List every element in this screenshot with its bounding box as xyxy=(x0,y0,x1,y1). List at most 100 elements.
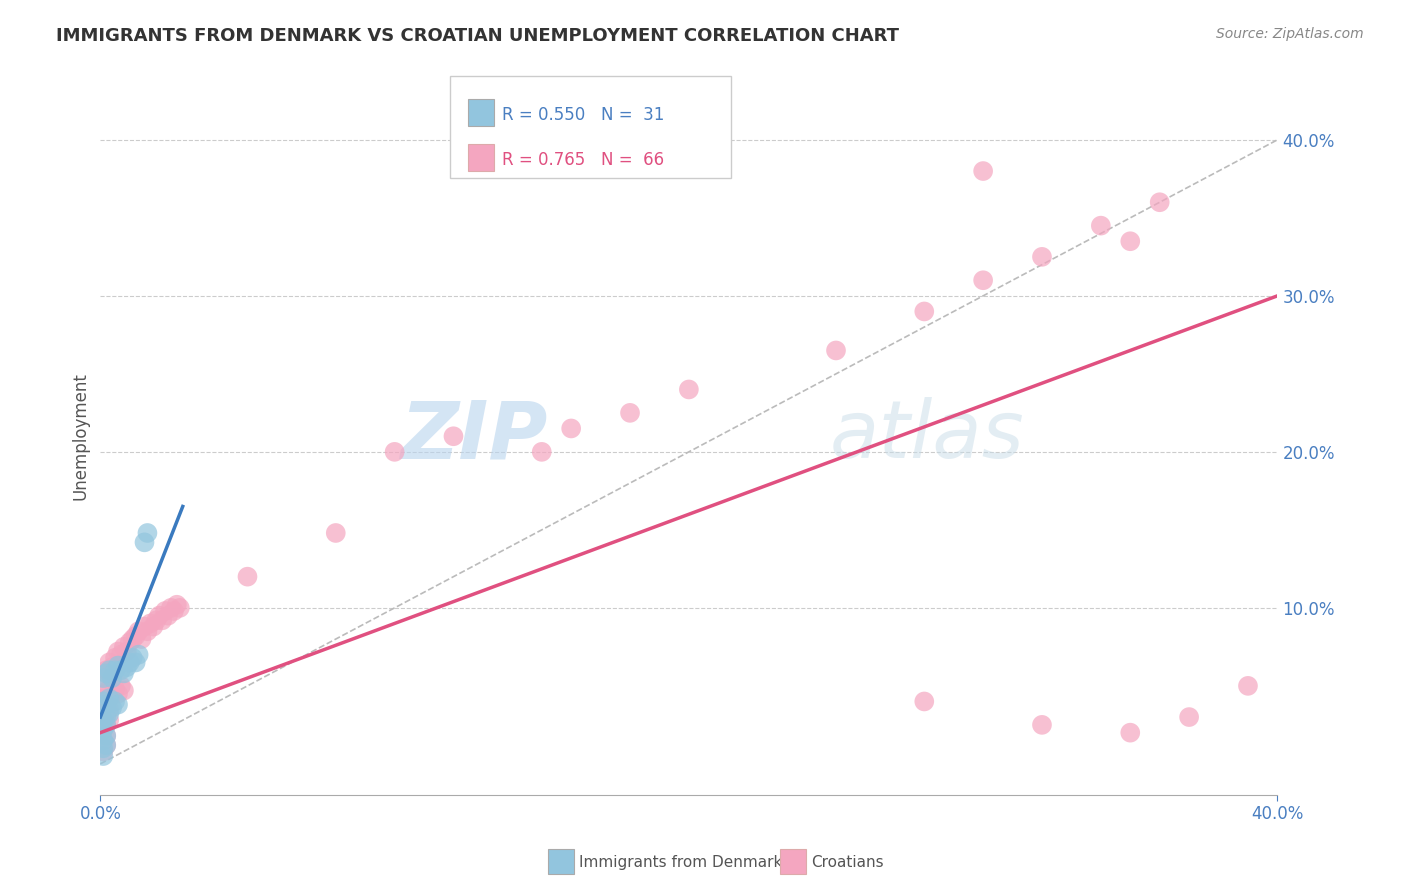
Point xyxy=(91,733,114,747)
Point xyxy=(1031,250,1053,264)
Point xyxy=(115,644,138,658)
Point xyxy=(131,632,153,646)
Text: atlas: atlas xyxy=(830,397,1025,475)
Point xyxy=(169,600,191,615)
Point xyxy=(1090,219,1112,233)
Point xyxy=(98,663,121,677)
Point xyxy=(115,660,138,674)
Point xyxy=(142,619,165,633)
Point xyxy=(153,604,176,618)
Point xyxy=(128,624,150,639)
Point xyxy=(91,694,114,708)
Point xyxy=(1119,725,1142,739)
Point xyxy=(560,421,582,435)
Point xyxy=(91,671,114,685)
Point xyxy=(124,629,146,643)
Text: IMMIGRANTS FROM DENMARK VS CROATIAN UNEMPLOYMENT CORRELATION CHART: IMMIGRANTS FROM DENMARK VS CROATIAN UNEM… xyxy=(56,27,900,45)
Point xyxy=(110,648,132,662)
Point xyxy=(91,671,114,685)
Point xyxy=(98,656,121,670)
Point xyxy=(325,526,347,541)
Y-axis label: Unemployment: Unemployment xyxy=(72,372,89,500)
Point xyxy=(912,304,935,318)
Point xyxy=(96,666,118,681)
Point xyxy=(98,691,121,706)
Point xyxy=(134,619,156,633)
Point xyxy=(96,738,118,752)
Point xyxy=(825,343,848,358)
Text: Immigrants from Denmark: Immigrants from Denmark xyxy=(579,855,783,870)
Point xyxy=(972,273,994,287)
Point xyxy=(96,729,118,743)
Point xyxy=(118,656,141,670)
Point xyxy=(912,694,935,708)
Point xyxy=(972,164,994,178)
Point xyxy=(98,706,121,721)
Point xyxy=(124,656,146,670)
Point xyxy=(96,663,118,677)
Point xyxy=(384,445,406,459)
Text: Source: ZipAtlas.com: Source: ZipAtlas.com xyxy=(1216,27,1364,41)
Point xyxy=(136,624,159,639)
Point xyxy=(98,702,121,716)
Text: R = 0.550   N =  31: R = 0.550 N = 31 xyxy=(502,106,664,124)
Point xyxy=(96,738,118,752)
Point xyxy=(110,663,132,677)
Point xyxy=(107,698,129,712)
Point xyxy=(443,429,465,443)
Point xyxy=(157,608,180,623)
Point xyxy=(150,613,173,627)
Point xyxy=(1031,718,1053,732)
Point xyxy=(134,535,156,549)
Point xyxy=(91,749,114,764)
Point xyxy=(91,723,114,737)
Point xyxy=(96,687,118,701)
Point xyxy=(107,658,129,673)
Point xyxy=(96,710,118,724)
Point xyxy=(678,383,700,397)
Point xyxy=(104,650,127,665)
Point xyxy=(619,406,641,420)
Point xyxy=(98,713,121,727)
Point xyxy=(91,713,114,727)
Point xyxy=(236,569,259,583)
Point xyxy=(1149,195,1171,210)
Point xyxy=(530,445,553,459)
Text: Croatians: Croatians xyxy=(811,855,884,870)
Point xyxy=(91,744,114,758)
Point xyxy=(139,616,162,631)
Point xyxy=(101,660,124,674)
Point xyxy=(96,729,118,743)
Point xyxy=(98,681,121,696)
Point xyxy=(104,694,127,708)
Point xyxy=(91,723,114,737)
Point xyxy=(104,663,127,677)
Point xyxy=(91,741,114,756)
Point xyxy=(96,718,118,732)
Point xyxy=(101,700,124,714)
Text: ZIP: ZIP xyxy=(401,397,547,475)
Point xyxy=(148,608,170,623)
Point xyxy=(136,526,159,541)
Point xyxy=(96,718,118,732)
Point xyxy=(101,671,124,685)
Point xyxy=(121,650,143,665)
Point xyxy=(166,598,188,612)
Point xyxy=(118,635,141,649)
Point xyxy=(1119,234,1142,248)
Point xyxy=(163,604,186,618)
Point xyxy=(1178,710,1201,724)
Point xyxy=(91,691,114,706)
Point xyxy=(107,687,129,701)
Point xyxy=(128,648,150,662)
Point xyxy=(91,710,114,724)
Point xyxy=(104,681,127,696)
Point xyxy=(1237,679,1260,693)
Point xyxy=(91,733,114,747)
Point xyxy=(101,688,124,702)
Text: R = 0.765   N =  66: R = 0.765 N = 66 xyxy=(502,151,664,169)
Point xyxy=(96,706,118,720)
Point xyxy=(121,632,143,646)
Point xyxy=(110,679,132,693)
Point xyxy=(112,683,135,698)
